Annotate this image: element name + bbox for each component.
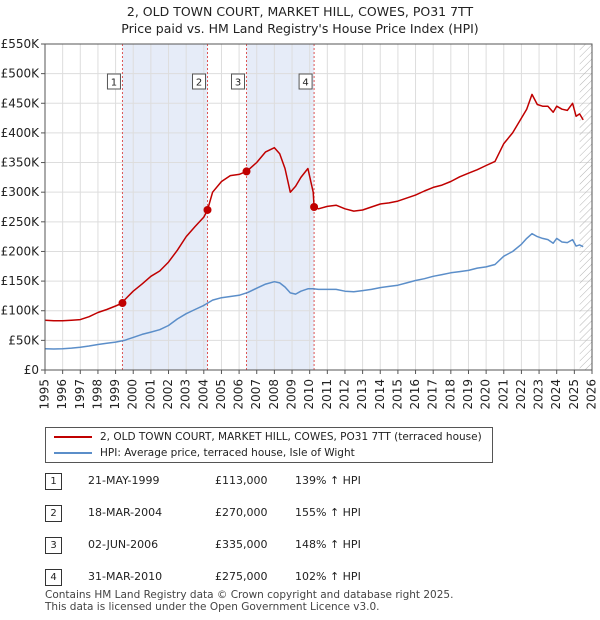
- legend-swatch-property: [54, 436, 92, 438]
- y-tick-label: £500K: [1, 67, 41, 81]
- sale-price: £270,000: [215, 506, 268, 519]
- y-tick-label: £300K: [1, 185, 41, 199]
- table-row: 1 21-MAY-1999 £113,000 139% ↑ HPI: [45, 472, 465, 492]
- x-tick-label: 2004: [196, 379, 210, 410]
- transaction-marker-box: [231, 73, 246, 90]
- x-tick-label: 2017: [426, 379, 440, 410]
- x-tick-label: 2007: [249, 379, 263, 410]
- x-tick-label: 2001: [143, 379, 157, 410]
- sale-date: 31-MAR-2010: [88, 570, 163, 583]
- transaction-point: [242, 167, 251, 176]
- table-row: 2 18-MAR-2004 £270,000 155% ↑ HPI: [45, 504, 465, 524]
- transaction-point: [310, 203, 319, 211]
- y-tick-label: £450K: [1, 96, 41, 110]
- sale-price: £275,000: [215, 570, 268, 583]
- sale-hpi-diff: 102% ↑ HPI: [295, 570, 361, 583]
- y-tick-label: £350K: [1, 156, 41, 170]
- chart-title: 2, OLD TOWN COURT, MARKET HILL, COWES, P…: [126, 4, 474, 19]
- shaded-range: [246, 44, 315, 370]
- legend: 2, OLD TOWN COURT, MARKET HILL, COWES, P…: [45, 427, 493, 463]
- x-tick-label: 2012: [337, 379, 351, 410]
- legend-label-hpi: HPI: Average price, terraced house, Isle…: [100, 447, 355, 459]
- x-tick-label: 2008: [267, 379, 281, 410]
- legend-label-property: 2, OLD TOWN COURT, MARKET HILL, COWES, P…: [100, 431, 482, 443]
- sale-date: 21-MAY-1999: [88, 474, 160, 487]
- sale-hpi-diff: 139% ↑ HPI: [295, 474, 361, 487]
- y-tick-label: £150K: [1, 274, 41, 288]
- legend-swatch-hpi: [54, 452, 92, 454]
- x-tick-label: 2006: [232, 379, 246, 410]
- transaction-marker-box: [106, 73, 121, 90]
- y-tick-label: £50K: [8, 333, 40, 347]
- x-tick-label: 2014: [373, 379, 387, 410]
- x-tick-label: 2015: [390, 379, 404, 410]
- sale-badge: 4: [45, 569, 62, 586]
- hpi-line: [44, 232, 584, 350]
- x-tick-label: 2021: [496, 379, 510, 410]
- x-tick-label: 2016: [408, 379, 422, 410]
- x-tick-label: 2011: [320, 379, 334, 410]
- sale-hpi-diff: 155% ↑ HPI: [295, 506, 361, 519]
- transaction-marker-box: [192, 73, 207, 90]
- sale-price: £113,000: [215, 474, 268, 487]
- sale-hpi-diff: 148% ↑ HPI: [295, 538, 361, 551]
- sale-badge: 2: [45, 505, 62, 522]
- transaction-marker-box: [298, 73, 313, 90]
- sale-date: 02-JUN-2006: [88, 538, 159, 551]
- x-tick-label: 1999: [108, 379, 122, 410]
- x-tick-label: 2018: [443, 379, 457, 410]
- x-tick-label: 2013: [355, 379, 369, 410]
- x-tick-label: 2003: [179, 379, 193, 410]
- y-tick-label: £200K: [1, 244, 41, 258]
- x-tick-label: 2024: [549, 379, 563, 410]
- x-tick-label: 2023: [532, 379, 546, 410]
- shaded-range: [122, 44, 208, 370]
- x-tick-label: 2025: [567, 379, 581, 410]
- sale-badge: 3: [45, 537, 62, 554]
- footer-license: This data is licensed under the Open Gov…: [45, 601, 380, 613]
- legend-item-property: 2, OLD TOWN COURT, MARKET HILL, COWES, P…: [54, 429, 482, 445]
- x-tick-label: 2020: [479, 379, 493, 410]
- table-row: 3 02-JUN-2006 £335,000 148% ↑ HPI: [45, 536, 465, 556]
- y-tick-label: £100K: [1, 304, 41, 318]
- x-tick-label: 1997: [73, 379, 87, 410]
- y-tick-label: £550K: [1, 37, 41, 51]
- table-row: 4 31-MAR-2010 £275,000 102% ↑ HPI: [45, 568, 465, 588]
- x-tick-label: 2026: [585, 379, 599, 410]
- sale-price: £335,000: [215, 538, 268, 551]
- forecast-hatch: [579, 44, 592, 370]
- sale-date: 18-MAR-2004: [88, 506, 163, 519]
- x-tick-label: 2005: [214, 379, 228, 410]
- y-tick-label: £400K: [1, 126, 41, 140]
- legend-item-hpi: HPI: Average price, terraced house, Isle…: [54, 445, 355, 461]
- y-tick-label: £250K: [1, 215, 41, 229]
- x-tick-label: 1996: [55, 379, 69, 410]
- transaction-marker-label: 2: [196, 78, 202, 89]
- transaction-marker-label: 3: [235, 78, 241, 89]
- x-tick-label: 1998: [90, 379, 104, 410]
- x-tick-label: 2019: [461, 379, 475, 410]
- x-tick-label: 2002: [161, 379, 175, 410]
- x-tick-label: 2000: [126, 379, 140, 410]
- price-chart: 1 2 3 4 £0 £50K £100K £150K £200K £250K £300K £350…: [1, 37, 599, 410]
- plot-area: [44, 43, 593, 371]
- x-tick-label: 2010: [302, 379, 316, 410]
- footer: Contains HM Land Registry data © Crown c…: [45, 589, 453, 613]
- chart-subtitle: Price paid vs. HM Land Registry's House …: [121, 21, 479, 36]
- y-tick-label: £0: [24, 363, 39, 377]
- transaction-marker-label: 1: [111, 78, 117, 89]
- x-tick-label: 1995: [38, 379, 52, 410]
- transaction-point: [118, 299, 127, 308]
- transaction-point: [203, 205, 212, 214]
- transaction-marker-label: 4: [302, 78, 308, 89]
- footer-copyright: Contains HM Land Registry data © Crown c…: [45, 589, 454, 601]
- sale-badge: 1: [45, 473, 62, 490]
- x-tick-label: 2022: [514, 379, 528, 410]
- x-tick-label: 2009: [285, 379, 299, 410]
